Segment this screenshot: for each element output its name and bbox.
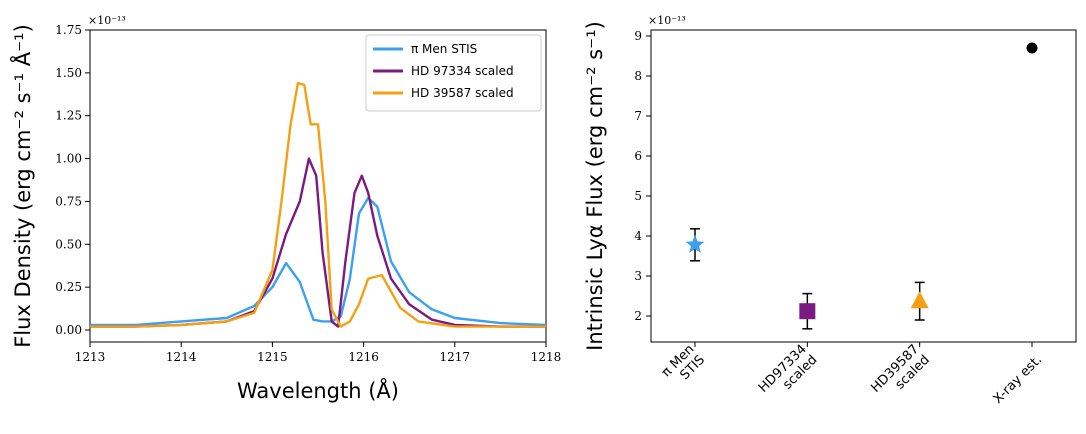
lya-x-tick-label-line: X-ray est. [991, 352, 1046, 407]
spectrum-plot-frame [89, 29, 547, 343]
lya-point-3 [1026, 42, 1038, 54]
lya-y-tick-label: 3 [634, 269, 642, 283]
spectrum-y-tick-label: 0.25 [55, 280, 82, 294]
lya-point-0 [685, 234, 705, 253]
lya-flux-plot-frame [650, 29, 1077, 343]
legend-label-2: HD 39587 scaled [411, 86, 514, 100]
lya-point-2 [910, 291, 929, 309]
spectrum-x-tick-label: 1218 [531, 350, 562, 364]
spectrum-x-tick-label: 1215 [257, 350, 288, 364]
spectrum-y-tick-label: 0.75 [55, 194, 82, 208]
spectrum-y-tick-label: 1.75 [55, 23, 82, 37]
spectrum-y-tick-label: 0.00 [55, 323, 82, 337]
spectrum-y-multiplier: ×10⁻¹³ [88, 14, 126, 27]
lya-y-tick-label: 5 [634, 189, 642, 203]
lya-y-tick-label: 4 [634, 229, 642, 243]
spectrum-y-tick-label: 0.50 [55, 237, 82, 251]
spectrum-x-ticks: 1213 1214 1215 1216 1217 1218 [75, 342, 562, 364]
lya-point-1 [799, 303, 816, 320]
lya-y-multiplier: ×10⁻¹³ [648, 14, 686, 27]
spectrum-plot: 1213 1214 1215 1216 1217 1218 0.00 0.25 0.50 0.7… [9, 14, 561, 403]
spectrum-y-tick-label: 1.00 [55, 152, 82, 166]
lya-points [685, 42, 1038, 330]
spectrum-x-axis-label: Wavelength (Å) [237, 377, 399, 403]
lya-y-tick-label: 7 [634, 109, 642, 123]
lya-y-tick-label: 9 [634, 29, 642, 43]
spectrum-legend-box [365, 34, 542, 112]
spectrum-series-lines [90, 81, 547, 328]
spectrum-y-tick-label: 1.50 [55, 66, 82, 80]
spectrum-series-line-1 [90, 157, 546, 328]
lya-y-tick-label: 6 [634, 149, 642, 163]
spectrum-series-line-2 [90, 81, 546, 328]
spectrum-y-axis-label: Flux Density (erg cm⁻² s⁻¹ Å⁻¹) [9, 24, 35, 348]
lya-y-axis-label: Intrinsic Lyα Flux (erg cm⁻² s⁻¹) [583, 21, 607, 351]
spectrum-x-tick-label: 1217 [440, 350, 471, 364]
legend-label-0: π Men STIS [411, 42, 477, 56]
legend-label-1: HD 97334 scaled [411, 64, 514, 78]
spectrum-x-tick-label: 1214 [166, 350, 197, 364]
spectrum-x-tick-label: 1216 [348, 350, 379, 364]
spectrum-x-tick-label: 1213 [75, 350, 106, 364]
lya-y-tick-label: 8 [634, 69, 642, 83]
lya-y-ticks: 2 3 4 5 6 7 8 9 [634, 29, 651, 323]
spectrum-y-tick-label: 1.25 [55, 109, 82, 123]
lya-x-tick-label: X-ray est. [991, 352, 1046, 407]
spectrum-legend: π Men STIS HD 97334 scaled HD 39587 scaled [365, 34, 542, 112]
spectrum-series-line-0 [90, 196, 547, 327]
spectrum-y-ticks: 0.00 0.25 0.50 0.75 1.00 1.25 1.50 1.75 [55, 23, 90, 337]
lya-y-tick-label: 2 [634, 309, 642, 323]
